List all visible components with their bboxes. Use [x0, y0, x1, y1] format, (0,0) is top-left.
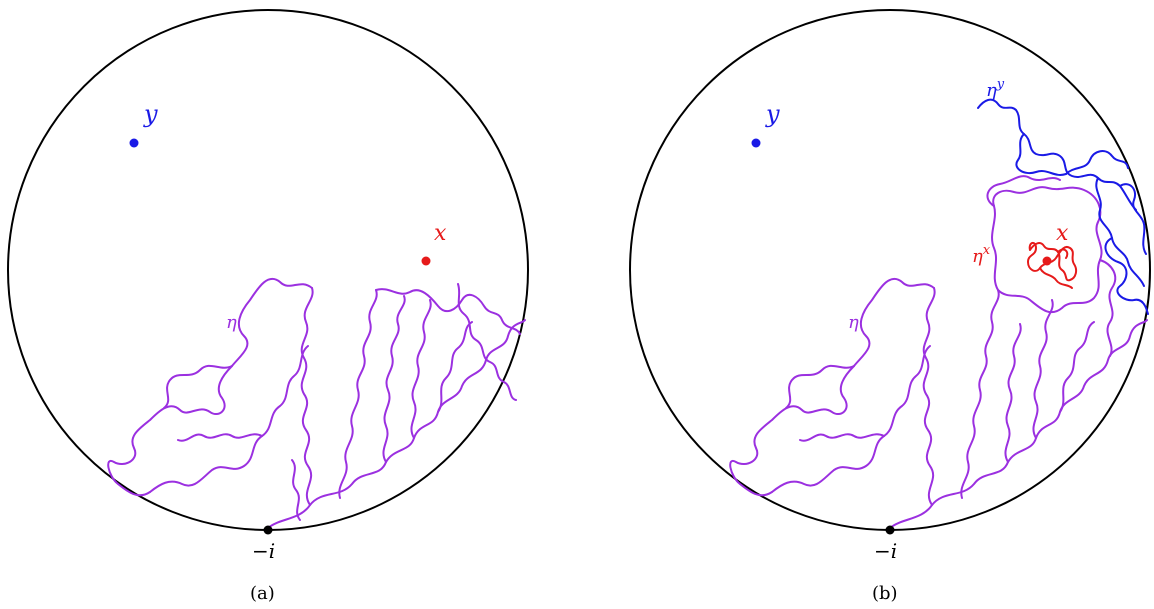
point-y	[129, 138, 139, 148]
caption-a: (a)	[250, 583, 275, 604]
label-eta: η	[226, 312, 237, 333]
label-boundary-point: −i	[874, 539, 897, 563]
label-y: y	[765, 100, 780, 128]
panel-a: y x η −i (a)	[7, 9, 529, 604]
unit-disk-boundary	[7, 9, 529, 531]
caption-b: (b)	[872, 583, 898, 604]
label-x: x	[434, 221, 447, 246]
eta-curve	[107, 277, 526, 529]
point-x	[1042, 256, 1052, 266]
eta-curve	[729, 175, 1148, 529]
label-x: x	[1056, 221, 1069, 246]
label-y: y	[143, 100, 158, 128]
point-boundary	[885, 525, 895, 535]
label-eta: η	[848, 312, 859, 333]
unit-disk-boundary	[629, 9, 1151, 531]
eta-x-curve	[1027, 242, 1078, 289]
point-x	[421, 256, 431, 266]
panel-b: y x η ηx ηy −i (b)	[629, 9, 1151, 604]
point-boundary	[263, 525, 273, 535]
point-y	[751, 138, 761, 148]
label-eta-x: ηx	[972, 243, 991, 267]
label-boundary-point: −i	[252, 539, 275, 563]
label-eta-y: ηy	[986, 77, 1005, 101]
eta-y-curve	[977, 98, 1149, 315]
